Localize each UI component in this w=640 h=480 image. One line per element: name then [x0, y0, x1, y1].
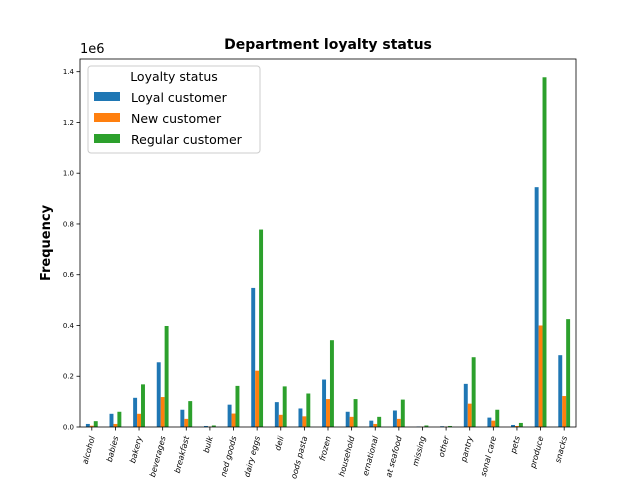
bar-new-customer-bakery — [137, 413, 142, 427]
bar-new-customer-pets — [514, 425, 519, 427]
bar-new-customer-meat-seafood — [396, 418, 401, 427]
bar-regular-customer-dairy-eggs — [259, 229, 264, 427]
y-tick-label: 0.6 — [63, 271, 75, 279]
bar-new-customer-snacks — [562, 396, 567, 427]
x-tick-label-bulk: bulk — [202, 435, 215, 454]
bar-new-customer-dairy-eggs — [255, 370, 260, 427]
legend-swatch-regular — [94, 134, 120, 143]
bar-loyal-customer-deli — [274, 402, 279, 427]
bar-regular-customer-bulk — [211, 425, 216, 427]
bar-regular-customer-other — [448, 425, 452, 427]
bar-loyal-customer-international — [369, 420, 374, 427]
y-tick-label: 1.4 — [63, 68, 75, 76]
bar-regular-customer-bakery — [141, 384, 145, 427]
bar-loyal-customer-canned-goods — [227, 404, 232, 427]
y-axis-label: Frequency — [39, 204, 54, 281]
bar-loyal-customer-personal-care — [487, 417, 492, 427]
bar-regular-customer-meat-seafood — [400, 399, 405, 427]
chart-title: Department loyalty status — [224, 37, 432, 53]
legend-swatch-loyal — [94, 92, 120, 101]
y-tick-label: 0.8 — [63, 220, 74, 228]
y-tick-label: 0.2 — [63, 373, 74, 381]
x-tick-label-deli: deli — [273, 434, 286, 451]
bar-regular-customer-breakfast — [188, 401, 193, 427]
bar-regular-customer-dry-goods-pasta — [306, 393, 311, 427]
bar-loyal-customer-pantry — [463, 383, 468, 427]
bar-loyal-customer-produce — [534, 187, 539, 427]
bar-regular-customer-pantry — [471, 357, 476, 427]
bar-new-customer-produce — [538, 325, 543, 427]
bar-loyal-customer-dry-goods-pasta — [298, 408, 303, 427]
bar-new-customer-canned-goods — [231, 413, 236, 427]
bar-regular-customer-personal-care — [495, 409, 500, 427]
bars-layer — [85, 77, 571, 428]
y-tick-label: 1.2 — [63, 119, 74, 127]
bar-new-customer-household — [349, 416, 354, 427]
bar-loyal-customer-meat-seafood — [392, 410, 397, 427]
y-tick-label: 0.0 — [63, 424, 74, 432]
legend-label-loyal: Loyal customer — [131, 90, 228, 105]
bar-loyal-customer-frozen — [322, 379, 327, 427]
legend-label-new: New customer — [131, 111, 222, 126]
bar-loyal-customer-pets — [511, 424, 515, 427]
legend-box — [87, 65, 261, 154]
y-axis-offset-label: 1e6 — [80, 42, 105, 57]
bar-new-customer-dry-goods-pasta — [302, 416, 307, 427]
bar-new-customer-international — [373, 423, 378, 427]
bar-regular-customer-pets — [518, 422, 523, 427]
bar-new-customer-beverages — [160, 397, 165, 427]
bar-loyal-customer-household — [345, 411, 350, 427]
legend: Loyalty status Loyal customer New custom… — [87, 65, 261, 154]
y-tick-label: 0.4 — [63, 322, 75, 330]
bar-regular-customer-produce — [542, 77, 547, 428]
bar-regular-customer-alcohol — [93, 421, 98, 427]
bar-regular-customer-missing — [424, 425, 429, 427]
bar-regular-customer-babies — [117, 411, 122, 427]
y-axis: 0.0 0.2 0.4 0.6 0.8 1.0 1.2 1.4 — [63, 68, 80, 432]
bar-loyal-customer-breakfast — [180, 409, 185, 427]
bar-loyal-customer-bulk — [204, 425, 208, 427]
bar-new-customer-pantry — [467, 403, 472, 427]
bar-regular-customer-canned-goods — [235, 385, 240, 427]
bar-loyal-customer-alcohol — [85, 423, 90, 427]
bar-new-customer-frozen — [326, 399, 330, 427]
bar-regular-customer-international — [377, 416, 382, 427]
bar-regular-customer-beverages — [164, 325, 169, 427]
bar-regular-customer-snacks — [566, 319, 571, 427]
bar-new-customer-breakfast — [184, 418, 189, 427]
bar-regular-customer-household — [353, 399, 358, 427]
bar-regular-customer-frozen — [329, 340, 334, 427]
legend-title: Loyalty status — [130, 69, 218, 84]
bar-new-customer-deli — [278, 414, 283, 427]
bar-loyal-customer-snacks — [558, 355, 563, 427]
y-tick-label: 1.0 — [63, 170, 74, 178]
bar-loyal-customer-dairy-eggs — [251, 287, 256, 427]
bar-loyal-customer-beverages — [156, 362, 161, 427]
plot-frame — [79, 58, 577, 428]
bar-regular-customer-deli — [282, 386, 287, 427]
bar-new-customer-alcohol — [89, 425, 94, 427]
bar-loyal-customer-babies — [109, 413, 114, 427]
bar-new-customer-personal-care — [491, 420, 496, 427]
legend-label-regular: Regular customer — [131, 132, 243, 147]
bar-loyal-customer-bakery — [133, 397, 138, 427]
bar-new-customer-babies — [113, 423, 118, 427]
legend-swatch-new — [94, 113, 120, 122]
